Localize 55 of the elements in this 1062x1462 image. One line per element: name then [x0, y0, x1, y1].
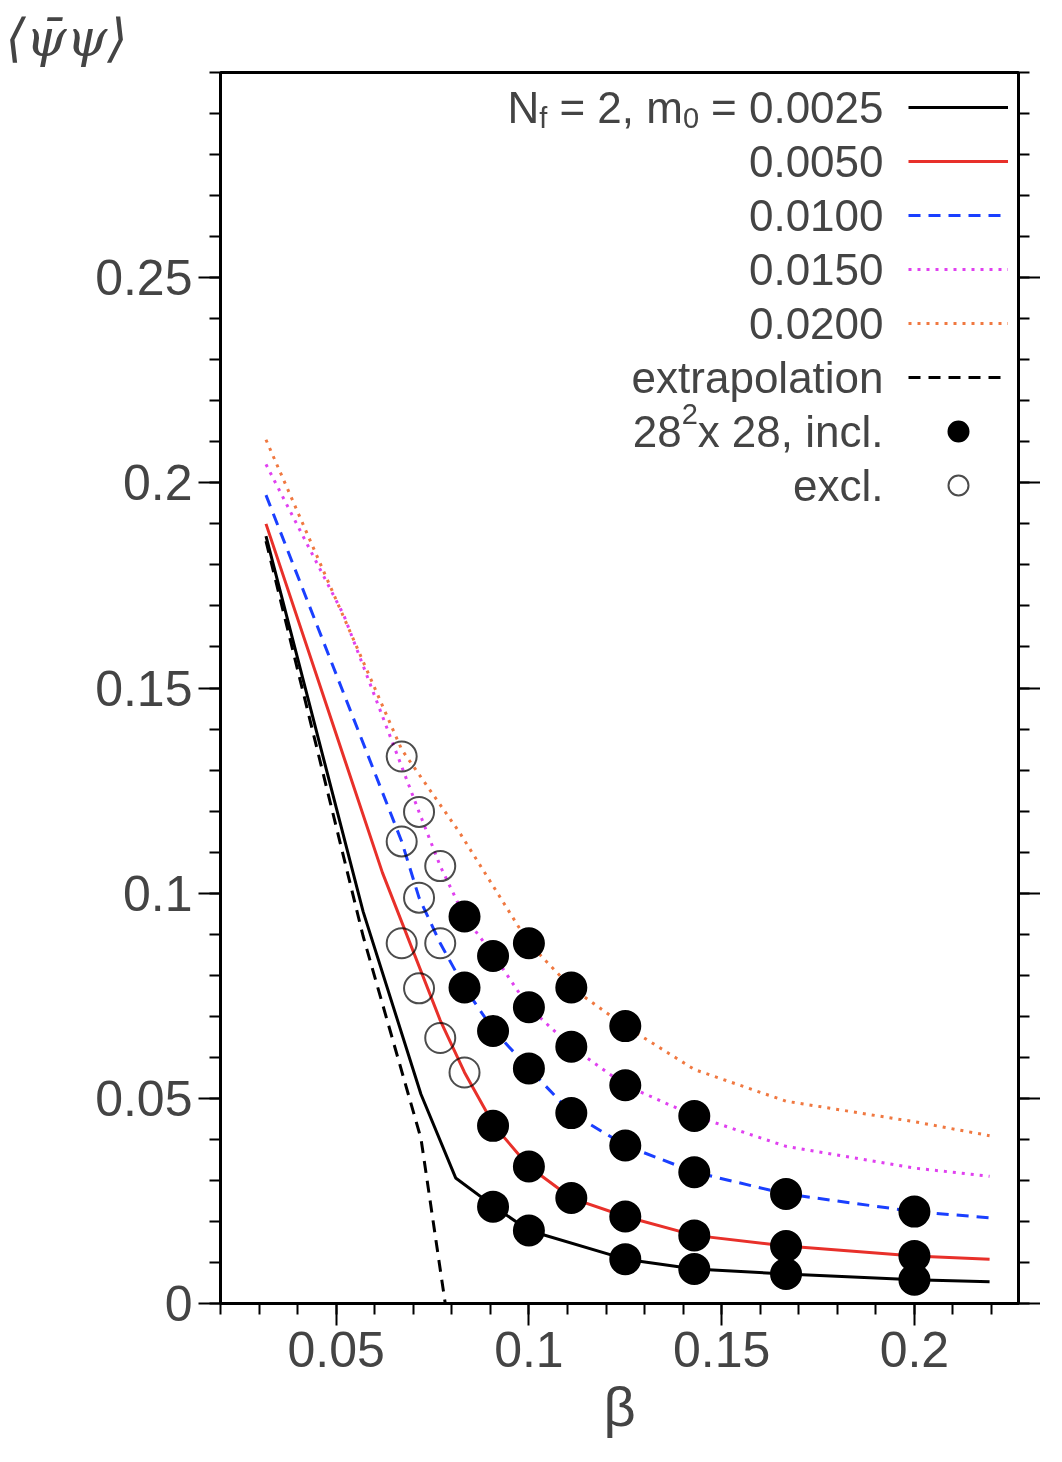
point	[555, 1182, 588, 1215]
y-axis-title: ⟨ψ̄ψ⟩	[5, 7, 128, 68]
point	[448, 900, 481, 933]
point	[770, 1177, 803, 1210]
point	[403, 881, 436, 914]
point	[770, 1257, 803, 1290]
legend-label: 0.0150	[748, 245, 884, 294]
point	[477, 1109, 510, 1142]
point	[477, 1190, 510, 1223]
point	[555, 1097, 588, 1130]
point	[424, 927, 457, 960]
point	[512, 1150, 545, 1183]
point	[385, 740, 418, 773]
point	[555, 1030, 588, 1063]
point	[678, 1100, 711, 1132]
x-axis-title: β	[603, 1374, 636, 1438]
point	[555, 971, 588, 1004]
point	[512, 1052, 545, 1085]
point	[403, 795, 436, 828]
point	[385, 927, 418, 960]
point	[512, 991, 545, 1024]
point	[678, 1253, 711, 1285]
x-tick-label: 0.15	[673, 1321, 771, 1378]
x-tick-label: 0.2	[879, 1321, 950, 1378]
point	[385, 825, 418, 858]
point	[609, 1010, 642, 1043]
y-tick-label: 0.05	[95, 1070, 193, 1127]
point	[477, 1015, 510, 1048]
y-tick-label: 0.15	[95, 660, 193, 717]
legend-label: 0.0100	[748, 191, 884, 240]
point	[678, 1156, 711, 1189]
point	[678, 1219, 711, 1252]
y-tick-label: 0.25	[95, 250, 193, 307]
x-tick-label: 0.05	[287, 1321, 385, 1378]
point	[424, 1022, 457, 1054]
point	[609, 1200, 642, 1233]
point	[609, 1129, 642, 1162]
point	[898, 1195, 931, 1228]
y-tick-label: 0.1	[122, 865, 193, 922]
legend-label: 0.0050	[748, 137, 884, 186]
legend-label: excl.	[793, 461, 884, 510]
point	[448, 971, 481, 1004]
x-tick-label: 0.1	[494, 1321, 564, 1378]
point	[512, 927, 545, 960]
legend-label: 0.0200	[748, 299, 884, 348]
point	[477, 939, 510, 972]
y-tick-label: 0.2	[122, 455, 193, 512]
point	[512, 1214, 545, 1247]
y-tick-label: 0	[164, 1276, 193, 1332]
point	[609, 1243, 642, 1276]
point	[424, 850, 457, 883]
point	[448, 1056, 481, 1089]
point	[403, 972, 436, 1005]
point	[770, 1230, 803, 1263]
point	[609, 1069, 642, 1102]
